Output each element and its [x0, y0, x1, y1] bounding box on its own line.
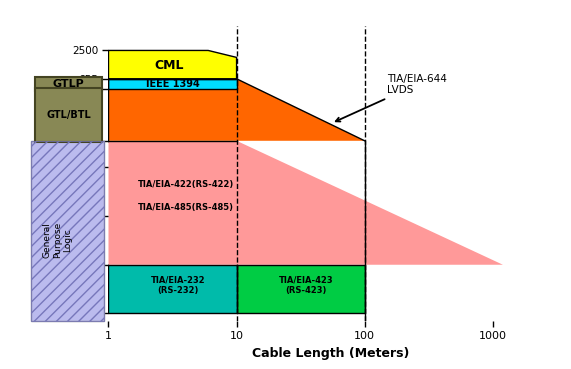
Text: TIA/EIA-422(RS-422): TIA/EIA-422(RS-422) [138, 180, 234, 189]
Text: GTL/BTL: GTL/BTL [46, 110, 91, 120]
Text: GTLP: GTLP [53, 79, 85, 89]
Text: IEEE 1394: IEEE 1394 [146, 79, 200, 89]
Polygon shape [108, 79, 236, 89]
X-axis label: Cable Length (Meters): Cable Length (Meters) [252, 347, 410, 360]
FancyBboxPatch shape [35, 88, 102, 142]
Text: TIA/EIA-232
(RS-232): TIA/EIA-232 (RS-232) [151, 276, 206, 295]
Polygon shape [236, 265, 365, 314]
Text: TIA/EIA-644
LVDS: TIA/EIA-644 LVDS [336, 74, 447, 121]
Polygon shape [108, 265, 236, 314]
FancyBboxPatch shape [31, 141, 104, 321]
Text: TIA/EIA-423
(RS-423): TIA/EIA-423 (RS-423) [279, 276, 333, 295]
Text: TIA/EIA-485(RS-485): TIA/EIA-485(RS-485) [138, 203, 234, 212]
Text: CML: CML [155, 59, 184, 72]
Text: General
Purpose
Logic: General Purpose Logic [42, 222, 72, 258]
Polygon shape [108, 79, 365, 141]
Y-axis label: Signaling Rate
(Mbps): Signaling Rate (Mbps) [41, 122, 69, 225]
Polygon shape [108, 51, 236, 79]
Polygon shape [108, 141, 503, 265]
FancyBboxPatch shape [35, 77, 102, 91]
